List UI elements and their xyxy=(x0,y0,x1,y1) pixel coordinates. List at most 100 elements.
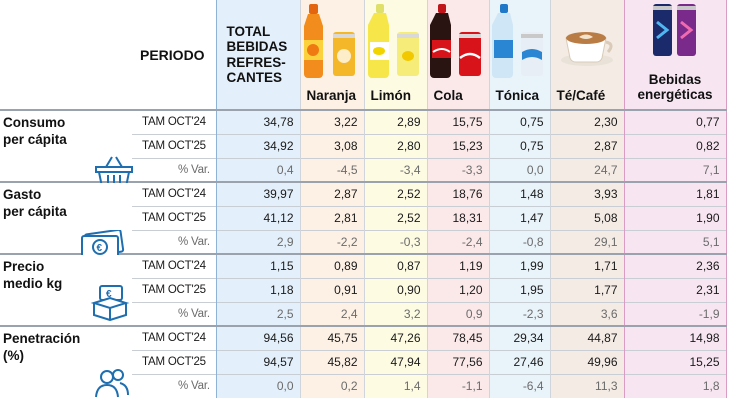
naranja-value-cell: 2,81 xyxy=(299,205,364,230)
limon-value-cell: -0,3 xyxy=(363,229,427,254)
period-cell: TAM OCT'24 xyxy=(132,181,216,206)
naranja-value-cell: 3,22 xyxy=(299,109,364,134)
total-value-cell: 41,12 xyxy=(215,205,300,230)
svg-text:€: € xyxy=(106,289,112,300)
energeticas-value-cell: 0,82 xyxy=(623,133,727,158)
table-row: TAM OCT'25 1,18 0,91 0,90 1,20 1,95 1,77 2,31 xyxy=(0,277,727,302)
metric-cell: Gasto per cápita € xyxy=(0,181,132,259)
metric-label-line: per cápita xyxy=(3,132,67,148)
period-header: PERIODO xyxy=(140,46,205,63)
period-cell: TAM OCT'25 xyxy=(132,349,216,374)
metric-label-line: Penetración xyxy=(3,331,81,346)
limon-header: Limón xyxy=(363,0,427,110)
energeticas-value-cell: -1,9 xyxy=(623,301,727,326)
tonica-value-cell: 27,46 xyxy=(488,349,550,374)
total-value-cell: 2,9 xyxy=(215,229,300,254)
tonica-value-cell: 29,34 xyxy=(488,325,550,350)
metric-label-line: Consumo xyxy=(3,115,66,130)
metric-cell: Consumo per cápita xyxy=(0,109,133,188)
period-cell: TAM OCT'25 xyxy=(132,205,216,230)
limon-value-cell: 2,80 xyxy=(363,133,427,158)
limon-value-cell: 47,94 xyxy=(363,349,427,374)
tecafe-value-cell: 24,7 xyxy=(549,157,624,182)
cola-value-cell: 78,45 xyxy=(426,325,489,350)
total-value-cell: 1,18 xyxy=(215,277,300,302)
energeticas-value-cell: 2,31 xyxy=(623,277,727,302)
tonica-value-cell: -2,3 xyxy=(488,301,550,326)
tonica-value-cell: 1,95 xyxy=(488,277,550,302)
metric-label: Precio medio kg xyxy=(3,258,62,293)
energeticas-value-cell: 1,8 xyxy=(623,373,727,398)
limon-value-cell: 0,90 xyxy=(363,277,427,302)
total-value-cell: 0,4 xyxy=(215,157,300,182)
energeticas-label-line2: energéticas xyxy=(637,87,713,103)
period-cell: % Var. xyxy=(132,157,216,182)
table-row: TAM OCT'25 34,92 3,08 2,80 15,23 0,75 2,87 0,82 xyxy=(0,133,727,158)
energeticas-value-cell: 0,77 xyxy=(623,109,727,134)
beverage-data-table: PERIODO TOTAL BEBIDAS REFRES- CANTES Nar… xyxy=(0,0,727,398)
metric-label: Penetración (%) xyxy=(3,330,80,365)
tonica-value-cell: -0,8 xyxy=(488,229,550,254)
cola-value-cell: 18,31 xyxy=(426,205,489,230)
cola-header: Cola xyxy=(426,0,489,110)
variation-row: % Var. 0,4 -4,5 -3,4 -3,3 0,0 24,7 7,1 xyxy=(0,157,727,182)
total-value-cell: 2,5 xyxy=(215,301,300,326)
table-row: Gasto per cápita € TAM OCT'24 39,97 2,87 2,5… xyxy=(0,181,727,259)
energeticas-value-cell: 5,1 xyxy=(623,229,727,254)
table-body: Consumo per cápita TAM OCT'24 34,78 3,22 2,8… xyxy=(0,109,727,398)
cola-value-cell: 77,56 xyxy=(426,349,489,374)
tecafe-value-cell: 49,96 xyxy=(549,349,624,374)
energy-drink-cans-icon xyxy=(653,4,696,56)
table-row: Precio medio kg € TAM OCT'24 1,15 0,89 0,87 1… xyxy=(0,253,727,326)
tonica-value-cell: 0,0 xyxy=(488,157,550,182)
table-row: Consumo per cápita TAM OCT'24 34,78 3,22 2,8… xyxy=(0,109,727,188)
metric-label-line: per cápita xyxy=(3,204,67,220)
cola-value-cell: 1,19 xyxy=(426,253,489,278)
tecafe-value-cell: 1,71 xyxy=(549,253,624,278)
tonica-value-cell: 1,47 xyxy=(488,205,550,230)
metric-label-line: (%) xyxy=(3,348,24,364)
table-row: TAM OCT'25 94,57 45,82 47,94 77,56 27,46 49,96… xyxy=(0,349,727,374)
cola-value-cell: 0,9 xyxy=(426,301,489,326)
cola-value-cell: -1,1 xyxy=(426,373,489,398)
tonica-value-cell: 1,48 xyxy=(488,181,550,206)
total-header: TOTAL BEBIDAS REFRES- CANTES xyxy=(215,0,300,110)
metric-label-line: medio kg xyxy=(3,276,63,292)
period-cell: TAM OCT'25 xyxy=(132,133,216,158)
tonica-value-cell: 1,99 xyxy=(488,253,550,278)
cola-value-cell: 15,23 xyxy=(426,133,489,158)
naranja-header: Naranja xyxy=(299,0,364,110)
tonica-value-cell: -6,4 xyxy=(488,373,550,398)
naranja-value-cell: 3,08 xyxy=(299,133,364,158)
limon-value-cell: 2,89 xyxy=(363,109,427,134)
total-value-cell: 94,56 xyxy=(215,325,300,350)
header-row: PERIODO TOTAL BEBIDAS REFRES- CANTES Nar… xyxy=(0,0,727,110)
energeticas-label-line1: Bebidas xyxy=(648,72,702,88)
limon-value-cell: 47,26 xyxy=(363,325,427,350)
cola-value-cell: 15,75 xyxy=(426,109,489,134)
naranja-value-cell: 0,89 xyxy=(299,253,364,278)
total-header-line: BEBIDAS xyxy=(226,39,288,55)
energeticas-value-cell: 14,98 xyxy=(623,325,727,350)
tecafe-value-cell: 11,3 xyxy=(549,373,624,398)
total-header-line: TOTAL xyxy=(226,24,271,40)
metric-cell: Precio medio kg € xyxy=(0,253,132,326)
total-header-line: CANTES xyxy=(226,69,283,85)
cola-value-cell: -3,3 xyxy=(426,157,489,182)
tecafe-value-cell: 3,6 xyxy=(549,301,624,326)
total-value-cell: 1,15 xyxy=(215,253,300,278)
energeticas-value-cell: 2,36 xyxy=(623,253,727,278)
tonica-value-cell: 0,75 xyxy=(488,109,550,134)
period-cell: TAM OCT'24 xyxy=(132,109,216,134)
total-header-line: REFRES- xyxy=(226,54,286,70)
period-cell: TAM OCT'24 xyxy=(132,253,216,278)
total-value-cell: 39,97 xyxy=(215,181,300,206)
limon-value-cell: 2,52 xyxy=(363,205,427,230)
euro-box-icon: € xyxy=(90,285,130,322)
naranja-value-cell: 2,4 xyxy=(299,301,364,326)
cola-value-cell: 1,20 xyxy=(426,277,489,302)
tecafe-value-cell: 2,30 xyxy=(549,109,624,134)
metric-cell: Penetración (%) xyxy=(0,325,132,398)
tecafe-value-cell: 44,87 xyxy=(549,325,624,350)
limon-value-cell: 3,2 xyxy=(363,301,427,326)
